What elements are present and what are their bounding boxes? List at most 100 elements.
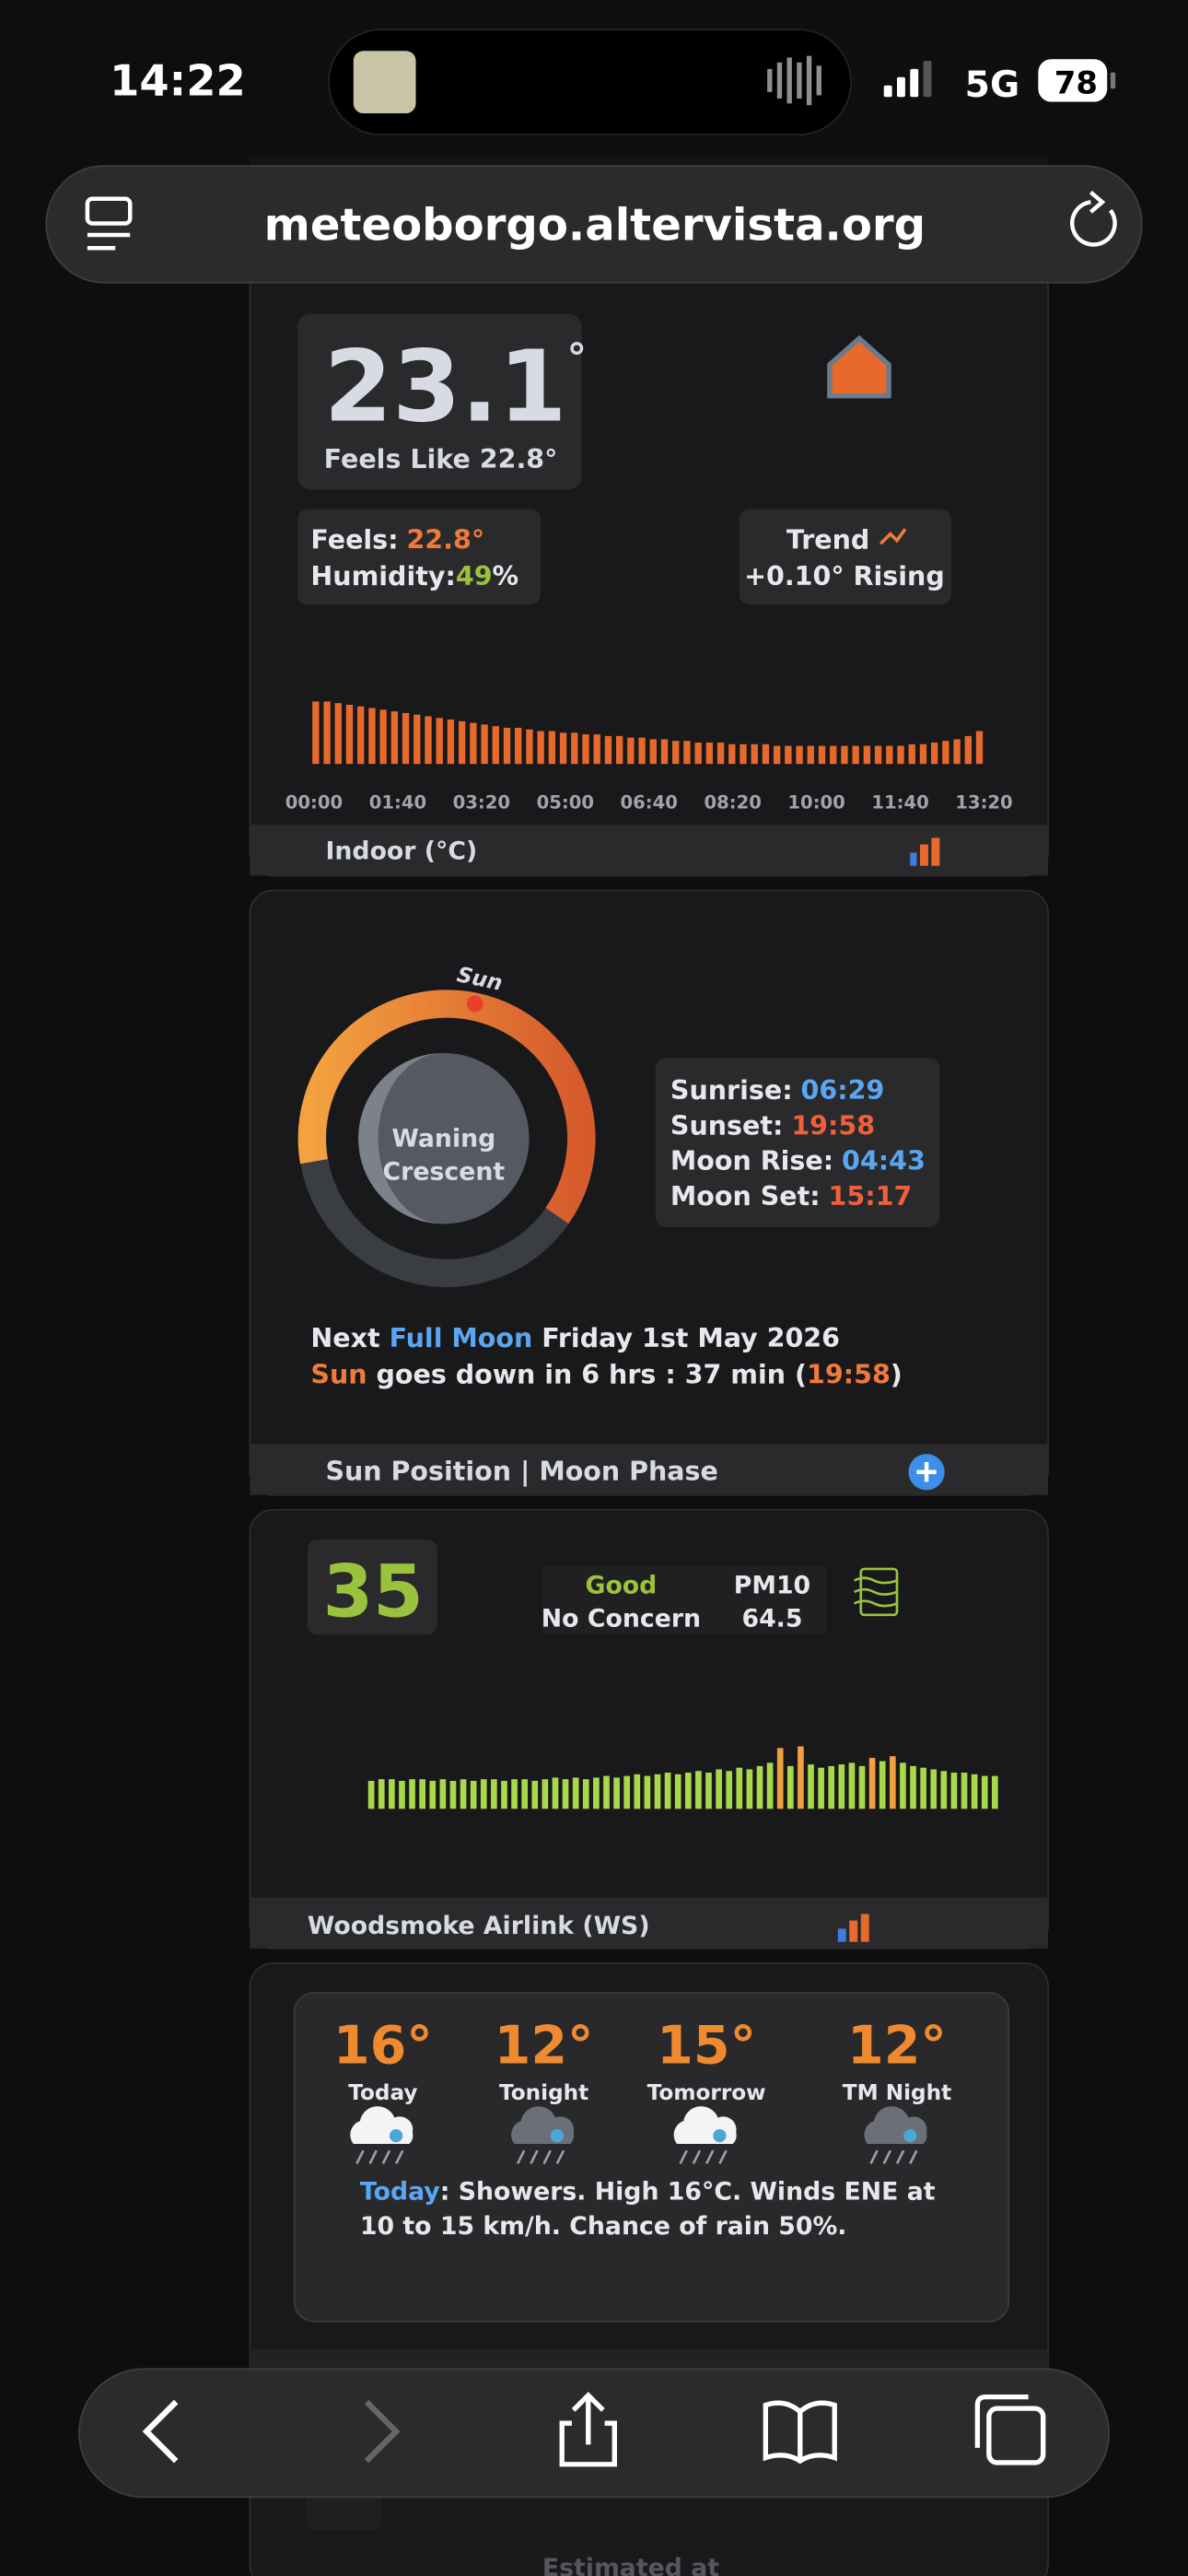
bar bbox=[818, 745, 826, 765]
forward-button[interactable] bbox=[364, 2399, 401, 2464]
forecast-temp: 12° bbox=[495, 2016, 594, 2077]
bar bbox=[746, 1769, 753, 1809]
bar bbox=[439, 1779, 447, 1809]
unit: % bbox=[493, 561, 519, 591]
status-box bbox=[542, 1565, 827, 1635]
temperature: 23.1° bbox=[324, 330, 587, 444]
bar bbox=[511, 1779, 518, 1809]
bar bbox=[740, 744, 747, 765]
reader-icon[interactable] bbox=[85, 196, 133, 251]
share-button[interactable] bbox=[559, 2392, 617, 2467]
rain-drop bbox=[389, 2128, 403, 2143]
humidity-line: Humidity:49% bbox=[310, 561, 518, 591]
bar bbox=[634, 1774, 641, 1809]
bar bbox=[879, 1761, 886, 1809]
bar bbox=[638, 737, 646, 765]
time-label: 06:40 bbox=[621, 791, 678, 813]
bar bbox=[613, 1777, 620, 1809]
bar bbox=[552, 1777, 559, 1809]
bar bbox=[874, 745, 882, 765]
bar bbox=[930, 742, 938, 765]
reload-icon[interactable] bbox=[1070, 190, 1117, 247]
bar bbox=[470, 1780, 477, 1809]
card-footer bbox=[250, 1897, 1049, 1949]
bar bbox=[660, 739, 669, 765]
air-card: 35 Good No Concern PM10 64.5 Woodsmoke A… bbox=[249, 1508, 1049, 1950]
address-bar[interactable]: meteoborgo.altervista.org bbox=[45, 165, 1143, 284]
bar bbox=[531, 1780, 539, 1809]
bar bbox=[582, 734, 589, 765]
phase: Waning bbox=[391, 1125, 495, 1153]
url[interactable]: meteoborgo.altervista.org bbox=[264, 199, 926, 251]
bar bbox=[716, 742, 725, 765]
back-button[interactable] bbox=[142, 2399, 179, 2464]
bar bbox=[975, 731, 984, 765]
text: goes down in 6 hrs : 37 min ( bbox=[367, 1359, 807, 1389]
rain-lines bbox=[516, 2149, 565, 2165]
moon-crescent bbox=[358, 1053, 444, 1224]
time-label: 10:00 bbox=[787, 791, 844, 813]
battery bbox=[1038, 59, 1108, 102]
forecast-label: Tomorrow bbox=[647, 2080, 766, 2105]
bar bbox=[942, 741, 949, 765]
bar bbox=[409, 1779, 415, 1809]
bar bbox=[449, 1780, 457, 1809]
bar bbox=[940, 1771, 948, 1809]
card-footer bbox=[250, 825, 1049, 876]
bar bbox=[672, 741, 680, 765]
expand-button[interactable] bbox=[908, 1454, 945, 1491]
bar bbox=[848, 1762, 856, 1809]
bar bbox=[460, 1779, 467, 1809]
label: Feels: bbox=[310, 525, 398, 556]
time-row: Moon Set: 15:17 bbox=[670, 1181, 912, 1212]
bar bbox=[705, 1773, 712, 1809]
time-label: 11:40 bbox=[871, 791, 928, 813]
bar bbox=[664, 1773, 671, 1809]
bar bbox=[858, 1765, 866, 1809]
bar bbox=[992, 1775, 998, 1809]
bar bbox=[378, 1779, 385, 1809]
address-bg[interactable] bbox=[45, 165, 1143, 284]
bar bbox=[562, 1779, 569, 1809]
clock: 14:22 bbox=[110, 55, 246, 105]
bar bbox=[501, 1780, 507, 1809]
bar bbox=[402, 712, 410, 765]
bar bbox=[751, 744, 758, 765]
forecast-box bbox=[293, 1992, 1010, 2323]
bar bbox=[537, 731, 544, 765]
bar bbox=[808, 1764, 814, 1809]
bar bbox=[785, 745, 792, 765]
status-bar: 14:22 5G 78 bbox=[0, 0, 1188, 158]
bar bbox=[953, 739, 961, 765]
bar bbox=[830, 745, 837, 765]
moon bbox=[358, 1053, 530, 1224]
bar bbox=[910, 1765, 916, 1809]
bookmarks-button[interactable] bbox=[763, 2400, 837, 2465]
bar bbox=[604, 735, 612, 765]
toolbar bbox=[78, 2368, 1110, 2499]
bar bbox=[503, 727, 511, 765]
bar bbox=[773, 745, 781, 765]
time-row: Moon Rise: 04:43 bbox=[670, 1146, 926, 1177]
app-icon bbox=[353, 51, 416, 114]
bar bbox=[695, 1771, 702, 1809]
signal-icon bbox=[883, 60, 932, 98]
bar bbox=[684, 1773, 692, 1809]
tabs-button[interactable] bbox=[974, 2394, 1046, 2465]
bar bbox=[515, 727, 522, 765]
time-label: 05:00 bbox=[537, 791, 594, 813]
bar bbox=[705, 742, 714, 765]
value: 49 bbox=[456, 561, 493, 591]
temp-value: 23.1 bbox=[324, 330, 567, 444]
bar bbox=[900, 1762, 906, 1809]
rain-drop bbox=[550, 2128, 565, 2143]
footer-label: Sun Position | Moon Phase bbox=[325, 1457, 717, 1487]
forecast-temp: 16° bbox=[333, 2016, 433, 2077]
bar bbox=[367, 1780, 375, 1809]
bar bbox=[716, 1769, 722, 1809]
bar bbox=[526, 729, 533, 765]
highlight: Today bbox=[360, 2178, 440, 2207]
value: 04:43 bbox=[842, 1146, 926, 1177]
bar bbox=[603, 1775, 610, 1809]
rain-lines bbox=[679, 2149, 728, 2165]
